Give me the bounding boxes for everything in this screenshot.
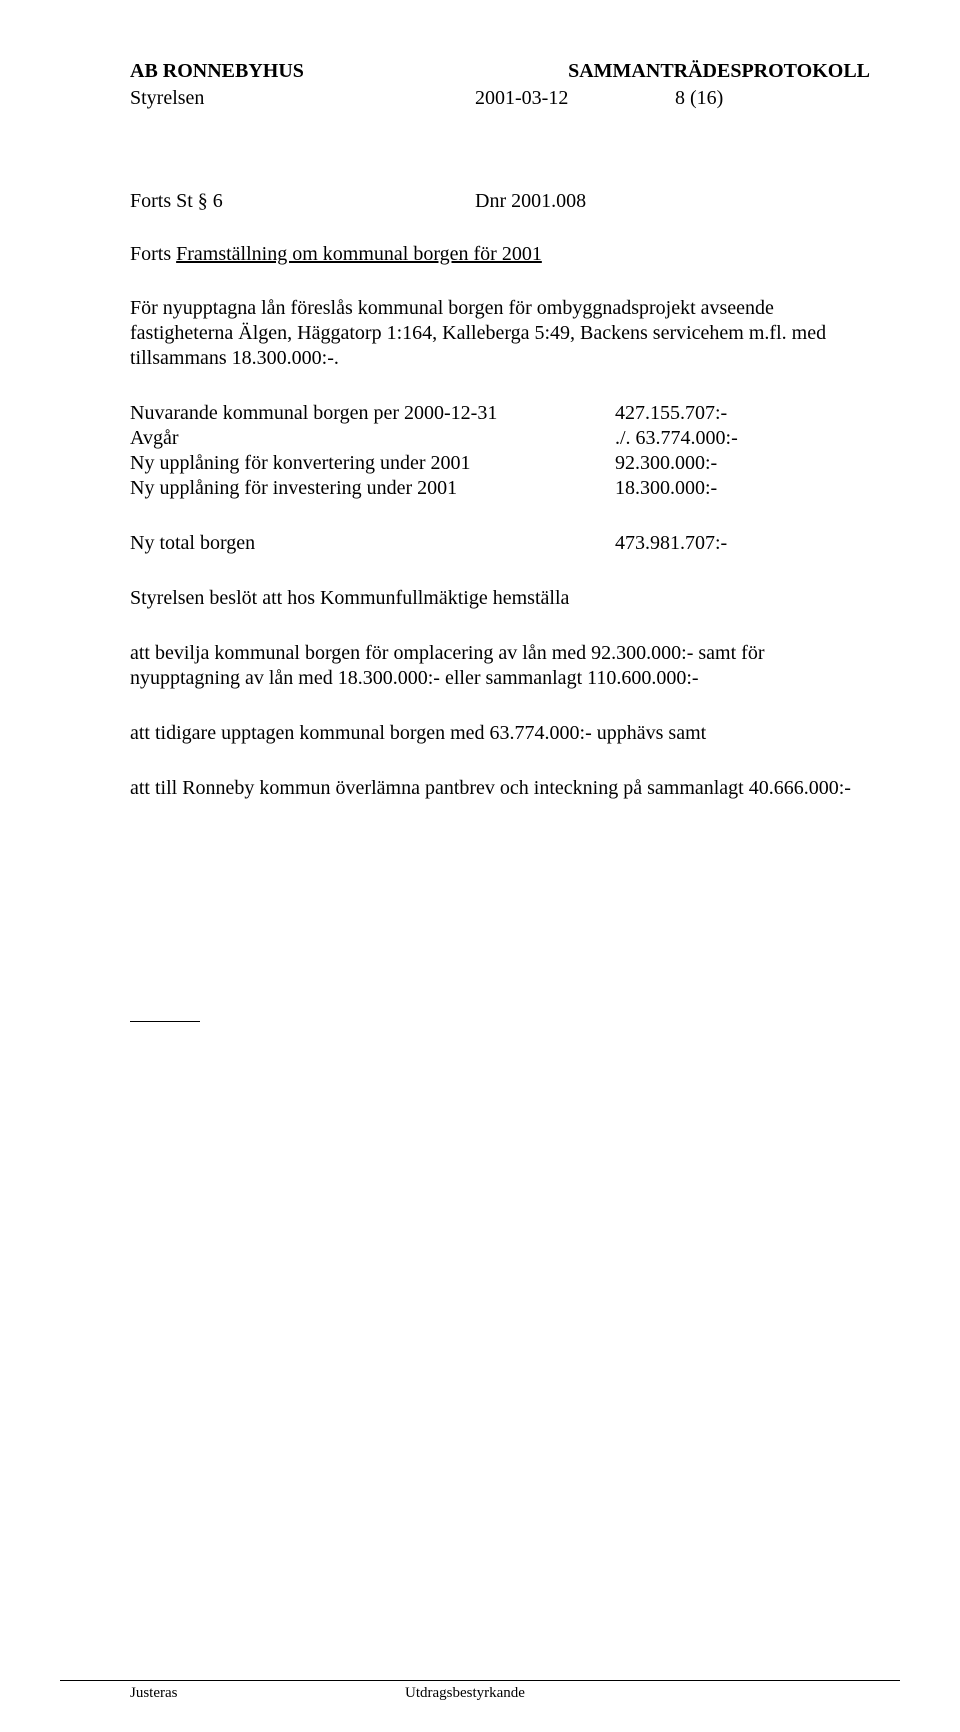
table-row: Ny total borgen 473.981.707:- xyxy=(130,531,870,556)
forts-row: Forts St § 6 Dnr 2001.008 xyxy=(130,190,870,213)
footer: Justeras Utdragsbestyrkande xyxy=(60,1680,900,1702)
subheader-row: Styrelsen 2001-03-12 8 (16) xyxy=(130,87,870,110)
row-label: Nuvarande kommunal borgen per 2000-12-31 xyxy=(130,401,615,426)
paragraph-2: Styrelsen beslöt att hos Kommunfullmäkti… xyxy=(130,586,870,611)
dnr-label: Dnr 2001.008 xyxy=(475,190,586,213)
title-prefix: Forts xyxy=(130,243,176,265)
header-row: AB RONNEBYHUS SAMMANTRÄDESPROTOKOLL xyxy=(130,60,870,83)
row-value: 473.981.707:- xyxy=(615,531,727,556)
row-value: 18.300.000:- xyxy=(615,476,717,501)
body-name: Styrelsen xyxy=(130,87,475,110)
table-row: Ny upplåning för investering under 2001 … xyxy=(130,476,870,501)
company-name: AB RONNEBYHUS xyxy=(130,60,304,83)
table-1: Nuvarande kommunal borgen per 2000-12-31… xyxy=(130,401,870,501)
footer-row: Justeras Utdragsbestyrkande xyxy=(60,1685,900,1702)
row-value: 427.155.707:- xyxy=(615,401,727,426)
row-value: ./. 63.774.000:- xyxy=(615,426,738,451)
row-label: Ny upplåning för investering under 2001 xyxy=(130,476,615,501)
meeting-date: 2001-03-12 xyxy=(475,87,675,110)
paragraph-3: att bevilja kommunal borgen för omplacer… xyxy=(130,641,870,691)
table-row: Avgår ./. 63.774.000:- xyxy=(130,426,870,451)
title-main: Framställning om kommunal borgen för 200… xyxy=(176,243,542,265)
paragraph-4: att tidigare upptagen kommunal borgen me… xyxy=(130,721,870,746)
row-label: Ny total borgen xyxy=(130,531,615,556)
document-type: SAMMANTRÄDESPROTOKOLL xyxy=(568,60,870,83)
table-row: Nuvarande kommunal borgen per 2000-12-31… xyxy=(130,401,870,426)
paragraph-5: att till Ronneby kommun överlämna pantbr… xyxy=(130,776,870,801)
table-row: Ny upplåning för konvertering under 2001… xyxy=(130,451,870,476)
footer-left-label: Justeras xyxy=(60,1685,405,1702)
row-label: Avgår xyxy=(130,426,615,451)
title-row: Forts Framställning om kommunal borgen f… xyxy=(130,243,870,266)
footer-divider xyxy=(60,1680,900,1681)
table-2: Ny total borgen 473.981.707:- xyxy=(130,531,870,556)
page-number: 8 (16) xyxy=(675,87,723,110)
forts-label: Forts St § 6 xyxy=(130,190,475,213)
paragraph-1: För nyupptagna lån föreslås kommunal bor… xyxy=(130,296,870,371)
signature-line xyxy=(130,1021,200,1022)
footer-right-label: Utdragsbestyrkande xyxy=(405,1685,525,1702)
row-value: 92.300.000:- xyxy=(615,451,717,476)
row-label: Ny upplåning för konvertering under 2001 xyxy=(130,451,615,476)
